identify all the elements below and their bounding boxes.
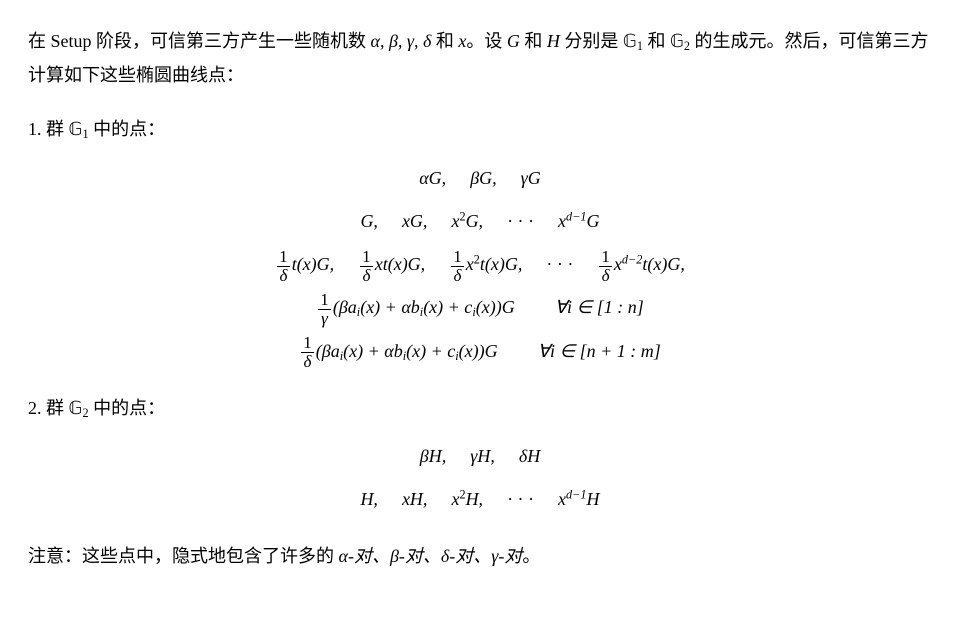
m1r4-frac: 1γ [318,291,331,328]
intro-text-2: 。设 [466,31,507,51]
m1r1-a: αG, [419,168,446,188]
m1r3-t1: t(x)G, [292,254,334,274]
m1r3-t4-post: t(x)G, [642,254,684,274]
m1-row5: 1δ(βai(x) + αbi(x) + ci(x))G∀i ∈ [n + 1 … [28,330,932,373]
m1r3-frac4: 1δ [599,248,612,285]
m1r2-dots: · · · [507,211,534,231]
item2-label-a: 群 [46,398,69,418]
item2-num: 2. [28,398,46,418]
m2-row2: H,xH,x2H,· · ·xd−1H [28,478,932,521]
m1r3-dots: · · · [546,254,573,274]
intro-G: G [507,31,520,51]
m2r2-a: H, [360,489,378,509]
item1-bbG1: 𝔾 [69,119,83,139]
math-block-2: βH,γH,δH H,xH,x2H,· · ·xd−1H [28,435,932,521]
m1r4-ba: (βa [333,297,357,317]
m2-row1: βH, γH, δH [28,435,932,478]
m2r1-b: γH, [470,446,495,466]
m1r5-bb: (x) + αb [343,341,403,361]
m2r2-e-post: H [587,489,600,509]
m1r5-frac: 1δ [301,334,314,371]
intro-and: 和 [431,31,458,51]
list-item-1: 1. 群 𝔾1 中的点： [28,112,932,146]
item2-label-b: 中的点： [89,398,166,418]
item1-num: 1. [28,119,46,139]
list-item-2: 2. 群 𝔾2 中的点： [28,391,932,425]
m1r3-t3-post: t(x)G, [480,254,522,274]
note-a: 注意：这些点中，隐式地包含了许多的 [28,546,339,566]
m2r2-b: xH, [402,489,428,509]
m1-row2: G,xG,x2G,· · ·xd−1G [28,200,932,243]
m1r3-frac2: 1δ [360,248,373,285]
intro-and2: 和 [520,31,547,51]
note-p4: γ-对 [491,546,522,566]
m1r5-bd: (x))G [459,341,498,361]
m1r2-e-sup: d−1 [566,209,587,223]
m1r5-ba: (βa [316,341,340,361]
m1r5-cond: ∀i ∈ [n + 1 : m] [538,341,661,361]
item2-bbG2: 𝔾 [69,398,83,418]
m1-row1: αG, βG, γG [28,157,932,200]
m1r3-frac3: 1δ [451,248,464,285]
intro-bbG1: 𝔾 [623,31,637,51]
m1r3-t2: xt(x)G, [375,254,425,274]
m1-row3: 1δt(x)G,1δxt(x)G,1δx2t(x)G,· · ·1δxd−2t(… [28,243,932,286]
m1r2-e-post: G [587,211,600,231]
m2r2-dots: · · · [507,489,534,509]
math-block-1: αG,βG,γG G,xG,x2G,· · ·xd−1G 1δt(x)G,1δx… [28,157,932,373]
item1-label-a: 群 [46,119,69,139]
intro-paragraph: 在 Setup 阶段，可信第三方产生一些随机数 α, β, γ, δ 和 x。设… [28,24,932,92]
note-paragraph: 注意：这些点中，隐式地包含了许多的 α-对、β-对、δ-对、γ-对。 [28,539,932,573]
intro-bbG2: 𝔾 [670,31,684,51]
m2r1-a: βH, [420,446,446,466]
m1r5-bc: (x) + c [406,341,455,361]
m1r4-bd: (x))G [476,297,515,317]
intro-vars: α, β, γ, δ [371,31,432,51]
m1r3-t3-pre: x [466,254,474,274]
intro-text-1: 在 Setup 阶段，可信第三方产生一些随机数 [28,31,371,51]
note-p1: α-对、 [339,546,390,566]
m1r2-e-pre: x [558,211,566,231]
m1r2-a: G, [360,211,378,231]
m1r3-t4-pre: x [614,254,622,274]
item1-label-b: 中的点： [89,119,166,139]
m1r2-b: xG, [402,211,428,231]
m2r2-e-pre: x [558,489,566,509]
note-end: 。 [522,546,540,566]
m2r2-e-sup: d−1 [566,487,587,501]
m2r2-c-post: H, [466,489,484,509]
intro-text-3: 分别是 [560,31,623,51]
m1r3-t4-sup: d−2 [622,252,643,266]
m1r4-cond: ∀i ∈ [1 : n] [555,297,644,317]
m1r1-b: βG, [470,168,496,188]
m1r4-bc: (x) + c [423,297,472,317]
m1r4-bb: (x) + αb [360,297,420,317]
note-p2: β-对、 [390,546,441,566]
intro-H: H [547,31,560,51]
m1-row4: 1γ(βai(x) + αbi(x) + ci(x))G∀i ∈ [1 : n] [28,286,932,329]
m1r3-frac1: 1δ [277,248,290,285]
m1r2-c-post: G, [466,211,484,231]
m1r1-c: γG [521,168,541,188]
m2r1-c: δH [519,446,540,466]
note-p3: δ-对、 [441,546,491,566]
intro-and3: 和 [643,31,670,51]
